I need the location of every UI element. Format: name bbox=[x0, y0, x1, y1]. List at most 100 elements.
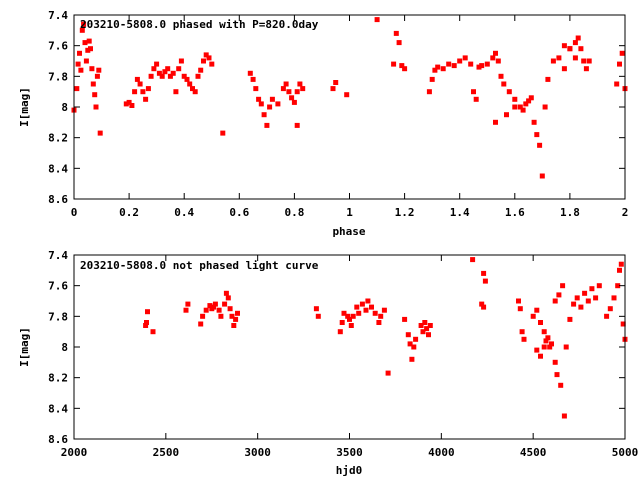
y-tick-label: 8.6 bbox=[48, 193, 68, 206]
data-point bbox=[422, 320, 428, 325]
data-point bbox=[170, 70, 176, 76]
unphased-data-points bbox=[143, 257, 628, 419]
data-point bbox=[426, 89, 432, 95]
data-point bbox=[283, 81, 289, 87]
data-point bbox=[201, 58, 206, 64]
data-point bbox=[190, 86, 195, 92]
data-point bbox=[537, 142, 543, 148]
data-point bbox=[337, 329, 343, 335]
data-point bbox=[547, 344, 553, 350]
x-tick-label: 0.4 bbox=[174, 206, 194, 219]
data-point bbox=[86, 38, 92, 44]
data-point bbox=[261, 112, 267, 118]
data-point bbox=[596, 283, 602, 289]
data-point bbox=[426, 332, 431, 338]
data-point bbox=[297, 81, 303, 87]
data-point bbox=[227, 306, 233, 312]
data-point bbox=[280, 86, 286, 92]
data-point bbox=[586, 58, 592, 64]
y-tick-label: 8 bbox=[61, 341, 68, 354]
data-point bbox=[545, 335, 551, 341]
data-point bbox=[578, 304, 584, 310]
x-tick-label: 2000 bbox=[61, 446, 88, 459]
data-point bbox=[560, 283, 566, 289]
data-point bbox=[92, 92, 98, 98]
data-point bbox=[200, 313, 206, 319]
data-point bbox=[176, 66, 182, 72]
data-point bbox=[552, 298, 558, 304]
data-point bbox=[183, 307, 189, 313]
data-point bbox=[611, 295, 617, 301]
data-point bbox=[223, 290, 229, 296]
data-point bbox=[490, 55, 496, 61]
data-point bbox=[97, 130, 103, 136]
data-point bbox=[220, 130, 226, 136]
data-point bbox=[495, 58, 501, 64]
x-tick-label: 0.8 bbox=[284, 206, 304, 219]
y-tick-label: 7.6 bbox=[48, 40, 68, 53]
x-tick-label: 0.6 bbox=[229, 206, 249, 219]
phased-plot-frame bbox=[73, 14, 626, 200]
data-point bbox=[619, 50, 625, 56]
data-point bbox=[567, 316, 573, 322]
data-point bbox=[420, 329, 426, 335]
data-point bbox=[356, 310, 362, 316]
data-point bbox=[233, 316, 239, 322]
data-point bbox=[148, 73, 154, 79]
data-point bbox=[617, 267, 622, 273]
data-point bbox=[405, 332, 411, 338]
data-point bbox=[479, 301, 485, 307]
phased-y-axis-label: I[mag] bbox=[18, 87, 31, 127]
data-point bbox=[558, 382, 564, 388]
data-point bbox=[85, 47, 91, 53]
data-point bbox=[203, 52, 209, 58]
data-point bbox=[264, 122, 270, 128]
data-point bbox=[541, 329, 547, 335]
data-point bbox=[235, 310, 240, 316]
data-point bbox=[618, 261, 624, 267]
data-point bbox=[468, 61, 474, 67]
data-point bbox=[333, 80, 339, 85]
y-tick-label: 7.6 bbox=[48, 280, 68, 293]
data-point bbox=[615, 283, 621, 289]
data-point bbox=[269, 96, 275, 102]
data-point bbox=[225, 295, 231, 301]
data-point bbox=[300, 86, 306, 92]
data-point bbox=[402, 66, 408, 72]
data-point bbox=[534, 307, 540, 313]
data-point bbox=[123, 101, 129, 107]
data-point bbox=[229, 313, 235, 319]
phased-data-points bbox=[71, 17, 628, 179]
data-point bbox=[77, 50, 82, 56]
data-point bbox=[275, 101, 281, 107]
data-point bbox=[498, 73, 504, 79]
data-point bbox=[211, 304, 217, 310]
data-point bbox=[339, 320, 345, 325]
data-point bbox=[218, 313, 224, 319]
data-point bbox=[222, 301, 228, 307]
data-point bbox=[165, 66, 171, 72]
data-point bbox=[256, 96, 262, 102]
x-tick-label: 3000 bbox=[244, 446, 271, 459]
data-point bbox=[385, 370, 391, 376]
data-point bbox=[538, 353, 543, 359]
data-point bbox=[184, 76, 190, 82]
data-point bbox=[313, 306, 319, 312]
y-tick-label: 8.4 bbox=[48, 402, 68, 415]
data-point bbox=[561, 413, 567, 419]
data-point bbox=[512, 96, 518, 102]
data-point bbox=[470, 257, 476, 263]
data-point bbox=[561, 66, 567, 72]
data-point bbox=[96, 67, 102, 73]
data-point bbox=[545, 76, 551, 82]
unphased-chart-title: 203210-5808.0 not phased light curve bbox=[80, 259, 319, 272]
x-tick-label: 0.2 bbox=[119, 206, 139, 219]
data-point bbox=[614, 81, 620, 87]
data-point bbox=[363, 307, 369, 313]
data-point bbox=[512, 104, 518, 110]
data-point bbox=[144, 320, 149, 325]
data-point bbox=[501, 81, 507, 87]
y-tick-label: 7.8 bbox=[48, 310, 68, 323]
data-point bbox=[350, 313, 356, 319]
